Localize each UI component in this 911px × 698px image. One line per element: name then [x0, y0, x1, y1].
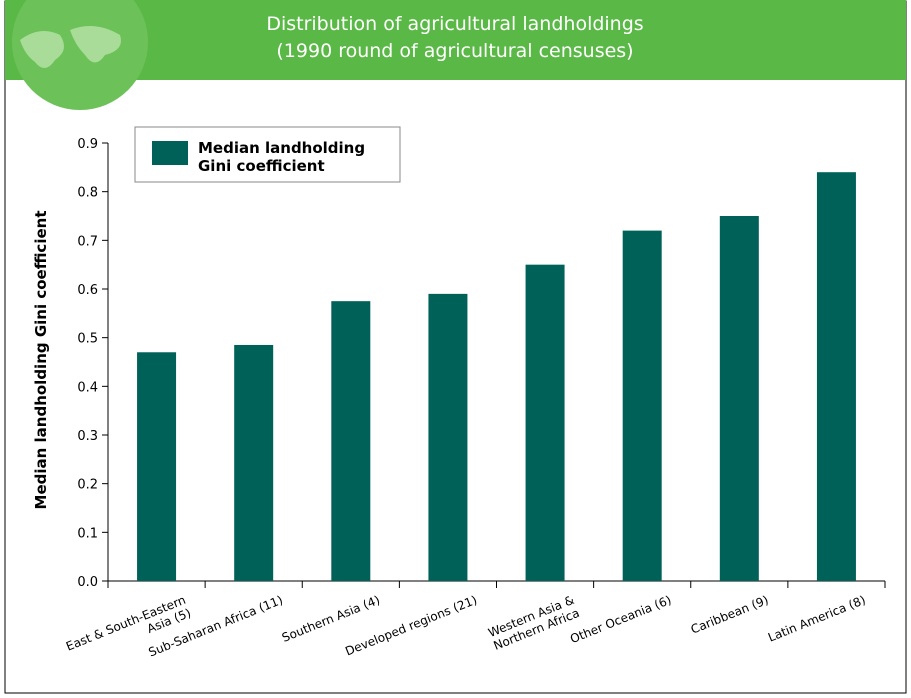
y-tick-label: 0.4: [77, 380, 98, 395]
chart-title: Distribution of agricultural landholding…: [266, 13, 643, 35]
y-tick-label: 0.8: [77, 186, 98, 201]
y-tick-label: 0.2: [77, 478, 98, 493]
bar: [137, 352, 177, 581]
bar: [428, 293, 468, 581]
y-tick-label: 0.1: [77, 526, 98, 541]
y-axis-label: Median landholding Gini coefficient: [32, 211, 50, 510]
chart-subtitle: (1990 round of agricultural censuses): [276, 40, 633, 62]
y-tick-label: 0.9: [77, 137, 98, 152]
bar: [234, 344, 274, 581]
bar: [816, 172, 856, 581]
legend-swatch: [152, 141, 188, 165]
bar: [525, 264, 565, 581]
globe-icon: [12, 0, 148, 110]
y-tick-label: 0.5: [77, 332, 98, 347]
y-tick-label: 0.7: [77, 234, 98, 249]
y-tick-label: 0.3: [77, 429, 98, 444]
legend-box: [134, 126, 401, 183]
bar: [719, 216, 759, 581]
y-tick-label: 0.0: [77, 575, 98, 590]
y-tick-label: 0.6: [77, 283, 98, 298]
bar: [331, 301, 371, 581]
header-bar: [5, 0, 906, 80]
legend-label: Median landholding Gini coefficient: [198, 139, 365, 175]
bar: [622, 230, 662, 581]
